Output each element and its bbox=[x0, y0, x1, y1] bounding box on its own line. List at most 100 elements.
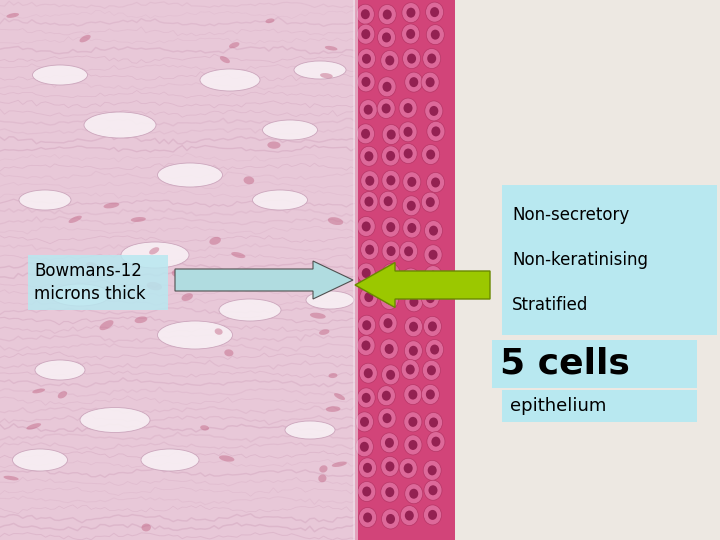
Ellipse shape bbox=[431, 30, 440, 39]
Ellipse shape bbox=[86, 262, 98, 268]
Ellipse shape bbox=[410, 297, 418, 307]
Ellipse shape bbox=[356, 124, 374, 144]
Ellipse shape bbox=[425, 221, 443, 241]
Bar bbox=[0, 0, 360, 540]
Ellipse shape bbox=[405, 72, 423, 92]
Ellipse shape bbox=[402, 196, 420, 216]
Ellipse shape bbox=[426, 172, 444, 192]
Ellipse shape bbox=[19, 190, 71, 210]
Ellipse shape bbox=[332, 462, 347, 467]
Ellipse shape bbox=[121, 242, 189, 268]
Ellipse shape bbox=[131, 217, 146, 222]
Ellipse shape bbox=[364, 105, 373, 114]
Ellipse shape bbox=[229, 42, 240, 48]
Ellipse shape bbox=[403, 127, 413, 137]
Bar bbox=[455, 0, 720, 540]
Bar bbox=[502, 185, 717, 335]
Ellipse shape bbox=[409, 489, 418, 499]
Ellipse shape bbox=[405, 484, 423, 504]
Ellipse shape bbox=[158, 321, 233, 349]
Ellipse shape bbox=[32, 388, 45, 393]
Ellipse shape bbox=[361, 393, 371, 403]
Ellipse shape bbox=[356, 437, 374, 457]
Ellipse shape bbox=[243, 177, 254, 184]
Ellipse shape bbox=[363, 463, 372, 473]
Ellipse shape bbox=[215, 328, 222, 335]
Ellipse shape bbox=[171, 269, 184, 277]
Ellipse shape bbox=[402, 172, 420, 192]
Ellipse shape bbox=[361, 341, 371, 350]
Ellipse shape bbox=[325, 46, 338, 51]
Ellipse shape bbox=[424, 245, 442, 265]
Ellipse shape bbox=[427, 122, 445, 141]
Ellipse shape bbox=[399, 458, 417, 478]
Ellipse shape bbox=[378, 408, 396, 428]
Ellipse shape bbox=[402, 268, 420, 288]
Ellipse shape bbox=[386, 370, 395, 380]
Ellipse shape bbox=[426, 2, 444, 22]
Ellipse shape bbox=[407, 53, 416, 64]
Bar bbox=[353, 0, 358, 540]
Ellipse shape bbox=[387, 246, 395, 256]
Ellipse shape bbox=[431, 437, 441, 447]
Ellipse shape bbox=[357, 335, 375, 355]
Ellipse shape bbox=[141, 449, 199, 471]
Ellipse shape bbox=[310, 313, 325, 319]
Ellipse shape bbox=[408, 223, 416, 233]
Ellipse shape bbox=[359, 100, 377, 120]
Ellipse shape bbox=[430, 7, 439, 17]
Ellipse shape bbox=[422, 145, 440, 165]
Ellipse shape bbox=[231, 252, 246, 258]
Ellipse shape bbox=[361, 129, 370, 139]
Ellipse shape bbox=[359, 458, 377, 478]
Ellipse shape bbox=[364, 292, 373, 302]
Ellipse shape bbox=[386, 151, 395, 161]
Ellipse shape bbox=[382, 125, 400, 145]
Text: Stratified: Stratified bbox=[512, 296, 588, 314]
Ellipse shape bbox=[359, 363, 377, 383]
Ellipse shape bbox=[401, 360, 419, 380]
Ellipse shape bbox=[357, 217, 375, 237]
Ellipse shape bbox=[385, 462, 395, 471]
Ellipse shape bbox=[357, 72, 375, 92]
Ellipse shape bbox=[147, 282, 162, 291]
Ellipse shape bbox=[426, 340, 444, 360]
Ellipse shape bbox=[380, 433, 398, 453]
Ellipse shape bbox=[4, 476, 19, 481]
Ellipse shape bbox=[428, 510, 437, 520]
Text: Non-keratinising: Non-keratinising bbox=[512, 251, 648, 269]
Ellipse shape bbox=[68, 215, 82, 223]
Ellipse shape bbox=[386, 222, 395, 232]
Ellipse shape bbox=[405, 510, 414, 521]
Ellipse shape bbox=[427, 53, 436, 64]
Ellipse shape bbox=[382, 365, 400, 385]
Ellipse shape bbox=[328, 373, 338, 378]
Ellipse shape bbox=[306, 291, 354, 309]
Ellipse shape bbox=[408, 417, 418, 427]
Ellipse shape bbox=[385, 438, 394, 448]
Ellipse shape bbox=[362, 487, 372, 496]
Bar bbox=[492, 340, 697, 388]
Ellipse shape bbox=[360, 192, 378, 212]
Ellipse shape bbox=[387, 269, 396, 279]
Ellipse shape bbox=[427, 366, 436, 375]
FancyArrow shape bbox=[175, 261, 353, 299]
Ellipse shape bbox=[386, 514, 395, 524]
Text: Bowmans-12
microns thick: Bowmans-12 microns thick bbox=[34, 262, 145, 303]
Ellipse shape bbox=[378, 77, 396, 97]
Ellipse shape bbox=[404, 435, 422, 455]
Ellipse shape bbox=[429, 106, 438, 116]
Ellipse shape bbox=[400, 241, 418, 261]
Ellipse shape bbox=[263, 120, 318, 140]
Ellipse shape bbox=[409, 346, 418, 356]
Ellipse shape bbox=[382, 413, 392, 423]
Ellipse shape bbox=[219, 455, 235, 462]
Ellipse shape bbox=[421, 384, 439, 404]
Ellipse shape bbox=[358, 315, 376, 335]
Ellipse shape bbox=[425, 101, 443, 121]
Ellipse shape bbox=[12, 449, 68, 471]
Ellipse shape bbox=[382, 82, 392, 92]
Ellipse shape bbox=[58, 391, 67, 399]
Ellipse shape bbox=[428, 321, 437, 332]
Ellipse shape bbox=[149, 247, 159, 254]
